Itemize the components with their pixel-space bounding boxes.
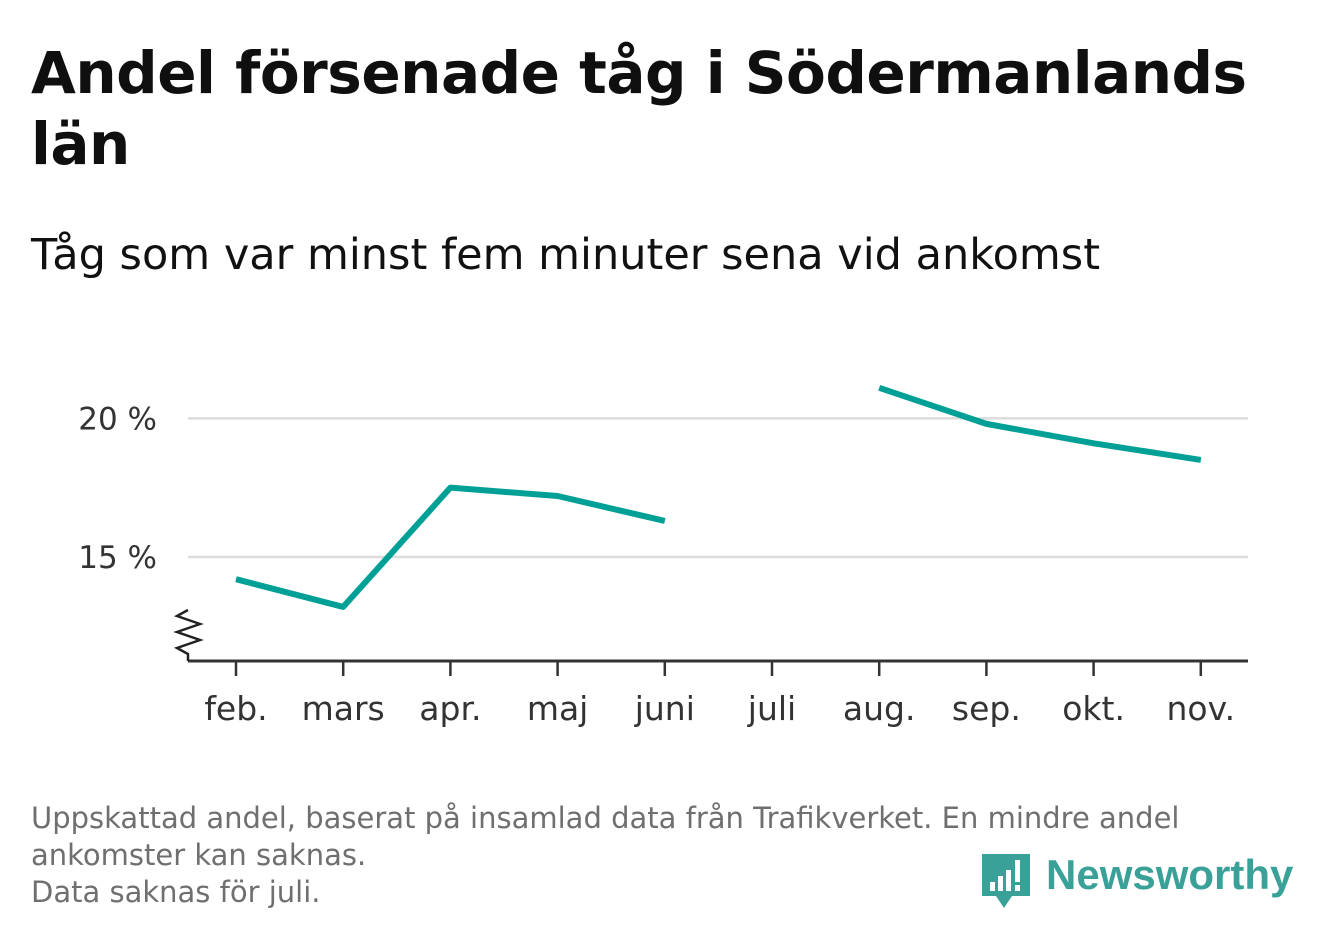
footer-note: Uppskattad andel, baserat på insamlad da…	[31, 800, 1281, 911]
footer-line-3: Data saknas för juli.	[31, 875, 321, 909]
x-tick-label-2: apr.	[419, 689, 481, 728]
x-ticks	[234, 661, 1203, 676]
x-tick-label-5: juli	[747, 689, 796, 728]
chart-title: Andel försenade tåg i Södermanlands län	[31, 39, 1247, 178]
data-lines	[235, 384, 1202, 610]
brand-name: Newsworthy	[1046, 851, 1294, 898]
y-tick-label-20: 20 %	[78, 401, 157, 437]
line-chart: 15 % 20 % feb. mars apr. maj juni juli aug. sep.…	[78, 384, 1248, 728]
x-tick-label-8: okt.	[1062, 689, 1125, 728]
newsworthy-logo-icon	[982, 854, 1030, 908]
y-tick-label-15: 15 %	[78, 540, 157, 576]
x-tick-label-3: maj	[527, 689, 589, 728]
y-tick-labels: 15 % 20 %	[78, 401, 157, 576]
x-tick-label-7: sep.	[952, 689, 1021, 728]
x-tick-label-6: aug.	[843, 689, 916, 728]
footer-line-2: ankomster kan saknas.	[31, 838, 367, 872]
x-tick-label-1: mars	[302, 689, 385, 728]
gridlines	[188, 417, 1248, 559]
series-0-line-segment-1	[878, 384, 1202, 463]
x-tick-label-9: nov.	[1167, 689, 1236, 728]
x-tick-labels: feb. mars apr. maj juni juli aug. sep. okt. nov.	[204, 689, 1235, 728]
y-axis-break-mark	[173, 608, 204, 661]
x-tick-label-4: juni	[634, 689, 695, 728]
footer-line-1: Uppskattad andel, baserat på insamlad da…	[31, 801, 1180, 835]
chart-subtitle: Tåg som var minst fem minuter sena vid a…	[31, 230, 1101, 280]
x-tick-label-0: feb.	[204, 689, 267, 728]
brand-logo[interactable]: Newsworthy	[980, 846, 1300, 910]
series-0-line-segment-0	[235, 484, 666, 610]
